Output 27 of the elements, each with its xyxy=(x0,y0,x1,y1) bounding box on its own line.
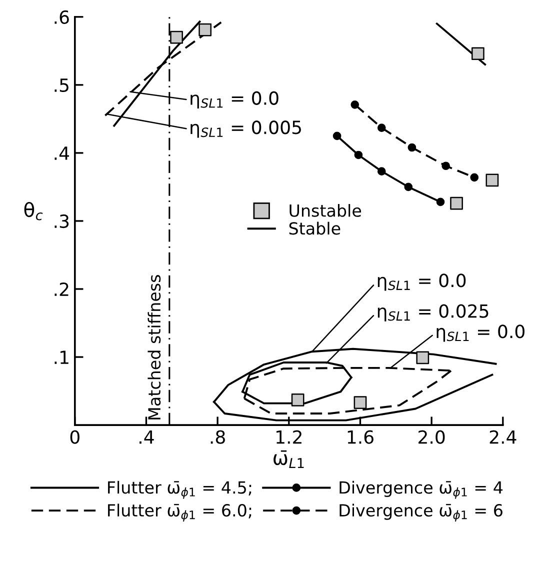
y-tick-label: .2 xyxy=(54,282,68,296)
y-tick-label: .5 xyxy=(54,78,68,92)
annotation: η$_{SL1}$ = 0.0 xyxy=(190,91,278,108)
x-tick-label: .4 xyxy=(140,430,154,444)
x-tick-label: .8 xyxy=(210,430,225,444)
ref-line-label: Matched stiffness xyxy=(148,275,161,420)
y-tick-label: .4 xyxy=(54,146,70,160)
y-tick-label: .6 xyxy=(54,10,69,24)
x-tick-label: 1.6 xyxy=(348,430,374,444)
annotation: η$_{SL1}$ = 0.005 xyxy=(190,120,301,138)
y-axis-title: θ$_{c}$ xyxy=(24,202,43,220)
y-tick-label: .1 xyxy=(54,350,68,364)
legend-label: Flutter ω̄$_{ϕ1}$ = 6.0; xyxy=(108,504,252,522)
x-tick-label: 0 xyxy=(70,430,80,444)
legend-label: Unstable xyxy=(290,204,362,217)
legend-label: Divergence ω̄$_{ϕ1}$ = 4 xyxy=(340,480,503,499)
x-tick-label: 1.2 xyxy=(276,430,302,444)
x-axis-title: ω̄$_{L1}$ xyxy=(274,450,304,468)
y-tick-label: .3 xyxy=(54,214,69,228)
legend-label: Flutter ω̄$_{ϕ1}$ = 4.5; xyxy=(108,480,252,499)
legend-label: Divergence ω̄$_{ϕ1}$ = 6 xyxy=(340,504,502,522)
annotation: η$_{SL1}$ = 0.025 xyxy=(378,304,488,322)
annotation: η$_{SL1}$ = 0.0 xyxy=(436,324,524,342)
annotation: Stable xyxy=(289,222,340,235)
x-tick-label: 2.4 xyxy=(490,430,516,444)
x-tick-label: 2.0 xyxy=(418,430,445,444)
annotation: η$_{SL1}$ = 0.0 xyxy=(378,274,466,291)
